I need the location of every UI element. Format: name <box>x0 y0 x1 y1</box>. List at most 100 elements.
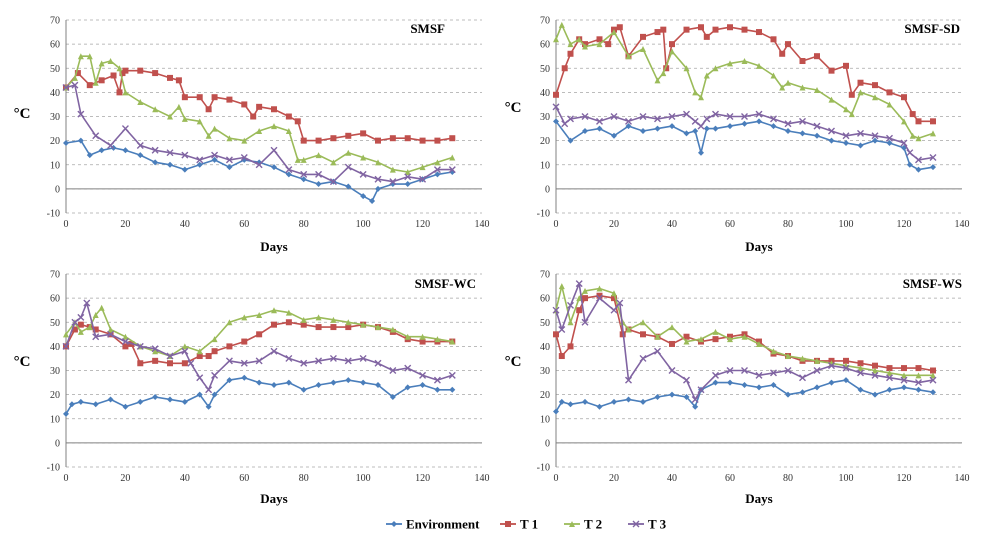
data-point <box>329 354 337 362</box>
legend-marker <box>632 520 640 528</box>
data-point <box>692 127 699 134</box>
data-point <box>122 89 129 96</box>
data-point <box>92 326 99 333</box>
data-point <box>843 140 849 147</box>
data-point <box>669 48 675 55</box>
legend-marker <box>569 521 575 527</box>
data-point <box>241 137 248 144</box>
data-point <box>175 103 182 110</box>
x-tick-label: 120 <box>897 473 912 484</box>
data-point <box>107 326 114 333</box>
data-point <box>930 118 936 125</box>
data-point <box>901 94 907 101</box>
data-point <box>654 115 661 123</box>
data-point <box>848 91 855 98</box>
data-point <box>196 391 203 398</box>
data-point <box>83 299 91 307</box>
x-tick-label: 100 <box>839 473 854 484</box>
data-point <box>610 113 618 120</box>
data-point <box>558 353 565 360</box>
data-point <box>640 319 646 326</box>
data-point <box>255 357 263 365</box>
y-tick-label: -10 <box>537 209 550 220</box>
data-point <box>582 398 588 405</box>
data-point <box>799 117 806 125</box>
data-point <box>167 74 173 81</box>
data-point <box>92 79 99 86</box>
data-point <box>77 110 85 118</box>
legend-marker <box>505 521 511 527</box>
data-point <box>697 122 705 130</box>
data-point <box>136 141 144 149</box>
x-tick-label: 120 <box>897 219 912 230</box>
data-point <box>654 77 661 84</box>
data-point <box>121 125 129 133</box>
data-point <box>255 161 263 169</box>
series-line <box>555 26 933 123</box>
x-tick-label: 20 <box>609 219 619 230</box>
y-tick-label: 0 <box>545 438 550 449</box>
x-tick-label: 0 <box>554 473 559 484</box>
data-point <box>660 26 667 33</box>
x-tick-label: 20 <box>120 473 130 484</box>
data-point <box>294 156 301 163</box>
data-point <box>256 312 263 319</box>
data-point <box>779 84 786 91</box>
legend-label: T 1 <box>520 517 538 532</box>
data-point <box>137 67 144 74</box>
data-point <box>755 110 763 118</box>
x-tick-label: 0 <box>64 473 69 484</box>
data-point <box>271 321 277 328</box>
data-point <box>225 357 233 365</box>
data-point <box>575 280 583 288</box>
data-point <box>909 132 916 139</box>
data-point <box>576 295 583 302</box>
data-point <box>345 377 352 384</box>
data-point <box>663 65 670 72</box>
data-point <box>62 84 70 92</box>
data-point <box>691 117 699 125</box>
legend-item: T 1 <box>500 517 538 532</box>
data-point <box>285 319 292 326</box>
data-point <box>654 347 661 355</box>
y-tick-label: 50 <box>50 318 60 329</box>
x-tick-label: 140 <box>475 219 490 230</box>
data-point <box>241 374 248 381</box>
series-line <box>555 285 933 377</box>
data-point <box>389 394 396 401</box>
data-point <box>886 374 893 382</box>
data-point <box>755 371 763 379</box>
data-point <box>285 354 293 362</box>
data-point <box>799 355 806 362</box>
data-point <box>330 316 337 323</box>
data-point <box>639 354 647 362</box>
data-point <box>616 299 624 307</box>
data-point <box>256 127 263 134</box>
data-point <box>785 353 791 360</box>
data-point <box>77 328 84 335</box>
data-point <box>691 395 699 403</box>
data-point <box>703 125 710 132</box>
data-point <box>98 304 105 311</box>
y-tick-label: 0 <box>545 184 550 195</box>
data-point <box>654 394 661 401</box>
y-tick-label: 30 <box>540 366 550 377</box>
data-point <box>181 347 189 355</box>
data-point <box>611 290 617 297</box>
x-tick-label: 80 <box>783 473 793 484</box>
data-point <box>300 359 308 367</box>
data-point <box>92 132 100 140</box>
x-axis-label: Days <box>260 239 287 254</box>
data-point <box>756 62 762 69</box>
data-point <box>360 130 367 137</box>
data-point <box>611 295 617 302</box>
data-point <box>250 113 257 120</box>
legend-item: Environment <box>386 517 480 532</box>
data-point <box>625 326 632 333</box>
data-point <box>712 65 719 72</box>
data-point <box>871 371 879 379</box>
data-point <box>419 137 426 144</box>
data-point <box>669 324 675 331</box>
data-point <box>211 125 218 132</box>
data-point <box>843 377 849 384</box>
